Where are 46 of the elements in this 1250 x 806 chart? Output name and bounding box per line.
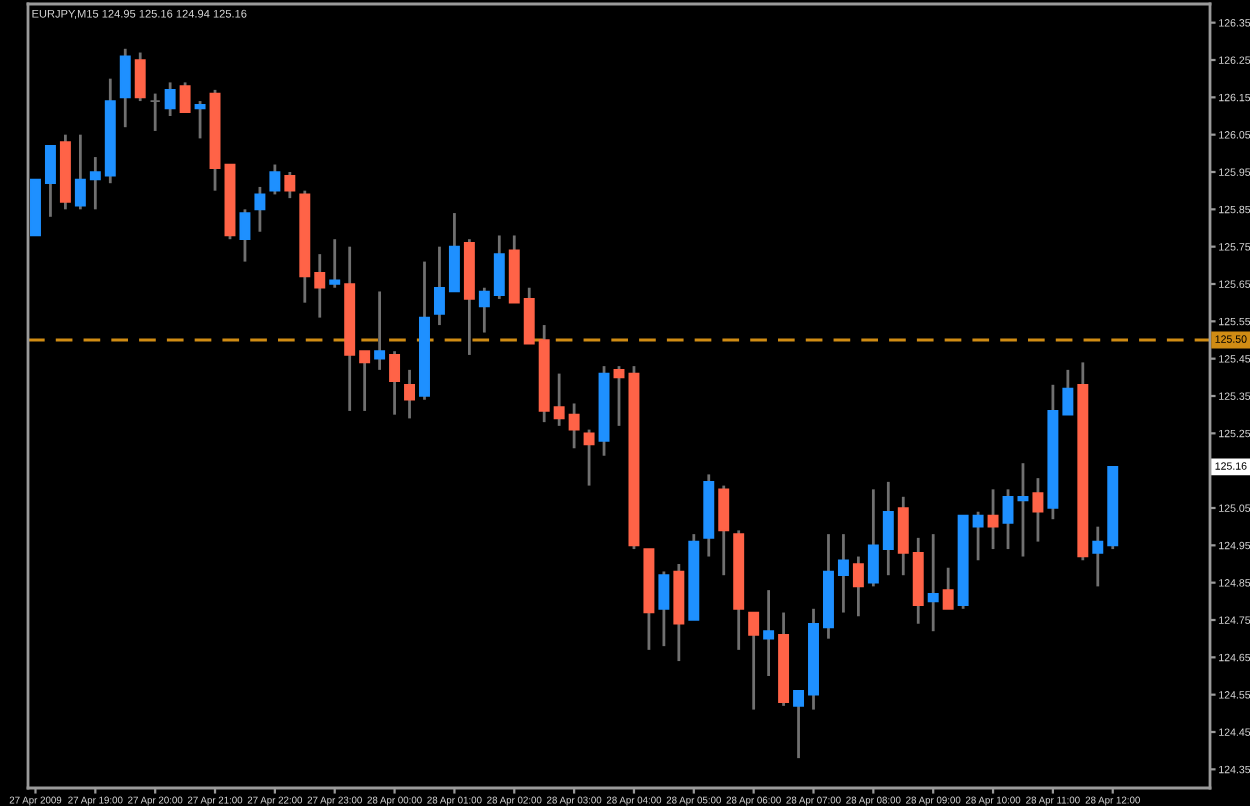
candlestick [793, 689, 805, 760]
candlestick [433, 245, 445, 327]
candlestick [1032, 476, 1044, 543]
candlestick [837, 532, 849, 614]
candlestick [972, 510, 984, 562]
candlestick [44, 144, 56, 219]
candlestick [89, 155, 101, 211]
candlestick [1002, 487, 1014, 551]
candlestick [389, 349, 401, 417]
candlestick [658, 570, 670, 648]
candlestick [553, 372, 565, 428]
candlestick [987, 487, 999, 551]
candlestick [359, 349, 371, 413]
candlestick [882, 480, 894, 577]
candlestick [119, 47, 131, 129]
candlestick [1062, 368, 1074, 417]
candlestick [718, 484, 730, 577]
candlestick [583, 428, 595, 487]
candlestick [852, 555, 864, 618]
candlestick [613, 364, 625, 428]
candlestick [523, 286, 535, 346]
candlestick [942, 566, 954, 611]
candlestick [927, 532, 939, 633]
candlestick [374, 290, 386, 372]
candlestick [329, 237, 341, 290]
candlestick [284, 170, 296, 200]
candlestick [314, 252, 326, 319]
candlestick [867, 487, 879, 588]
candlestick [179, 81, 191, 114]
candlestick [404, 368, 416, 420]
candlestick [448, 211, 460, 293]
candlestick [897, 495, 909, 577]
candlestick [568, 402, 580, 450]
candlestick [74, 133, 86, 211]
candlestick [134, 51, 146, 103]
candlestick [269, 163, 281, 196]
candlestick [149, 92, 161, 133]
candlestick [748, 611, 760, 711]
candlestick [478, 286, 490, 334]
candlestick [493, 234, 505, 301]
candlestick [1092, 525, 1104, 588]
candlestick [239, 207, 251, 263]
candlestick [164, 81, 176, 118]
candlestick [763, 588, 775, 678]
candlestick [194, 99, 206, 140]
candlestick [254, 185, 266, 234]
